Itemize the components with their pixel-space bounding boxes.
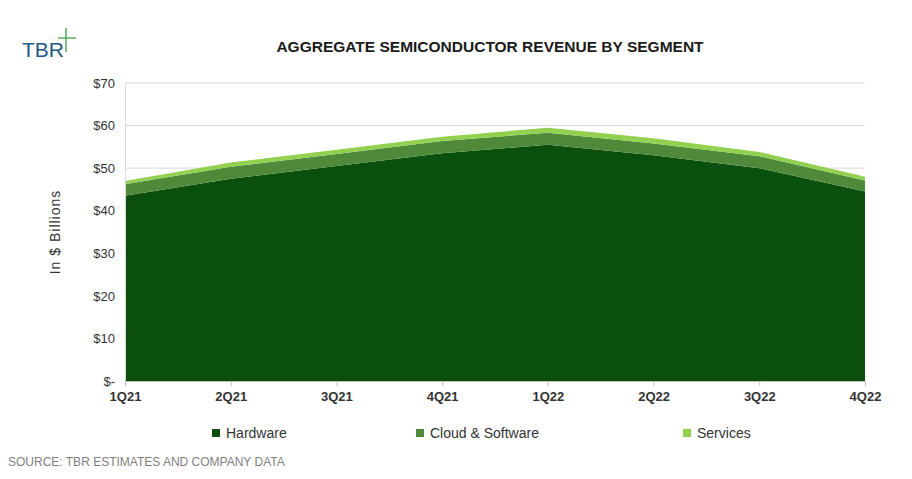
legend-swatch [212,429,220,437]
x-tick-mark [759,381,760,386]
legend: Hardware Cloud & Software Services [212,425,751,441]
y-axis-title: In $ Billions [47,190,63,275]
y-tick-label: $40 [93,203,115,218]
logo-text: TBR [22,38,64,61]
y-tick: $20 [93,289,125,304]
grid-line [125,83,865,84]
logo: TBR [22,28,76,61]
legend-label: Cloud & Software [430,425,539,441]
x-tick-mark [548,381,549,386]
legend-item: Hardware [212,425,287,441]
legend-swatch [416,429,424,437]
y-tick: $- [103,374,125,389]
x-tick-label: 3Q22 [744,389,776,404]
grid-line [125,125,865,126]
y-axis: $- $10 $20 $30 $40 $50 $60 $70 [93,76,125,389]
y-axis-line [125,84,126,382]
x-tick: 3Q22 [744,381,776,404]
x-axis: 1Q21 2Q21 3Q21 4Q21 1Q22 2Q22 3Q22 4Q22 [110,381,882,404]
y-tick-label: $- [103,374,115,389]
x-tick: 3Q21 [321,381,353,404]
legend-label: Hardware [226,425,287,441]
x-tick-mark [125,381,126,386]
grid [125,83,865,381]
x-tick-label: 2Q22 [638,389,670,404]
x-tick-label: 4Q21 [427,389,459,404]
y-tick-label: $50 [93,161,115,176]
x-tick-label: 2Q21 [215,389,247,404]
area-series [125,128,865,185]
y-tick-label: $10 [93,331,115,346]
x-tick-label: 4Q22 [850,389,882,404]
x-tick-mark [865,381,866,386]
source-note: SOURCE: TBR ESTIMATES AND COMPANY DATA [8,455,285,469]
x-tick-label: 3Q21 [321,389,353,404]
legend-item: Services [683,425,751,441]
legend-label: Services [697,425,751,441]
x-tick-label: 1Q21 [110,389,142,404]
legend-item: Cloud & Software [416,425,539,441]
y-tick: $70 [93,76,125,91]
legend-swatch [683,429,691,437]
y-tick-label: $70 [93,76,115,91]
y-tick-label: $30 [93,246,115,261]
y-tick-label: $20 [93,289,115,304]
x-tick-mark [442,381,443,386]
y-tick: $10 [93,331,125,346]
x-tick-label: 1Q22 [532,389,564,404]
x-tick-mark [336,381,337,386]
logo-mark [58,28,76,52]
x-tick: 4Q22 [850,381,882,404]
chart: TBR AGGREGATE SEMICONDUCTOR REVENUE BY SE… [0,0,912,479]
x-tick: 4Q21 [427,381,459,404]
y-tick: $40 [93,203,125,218]
plot-area [125,128,865,381]
y-tick-label: $60 [93,118,115,133]
area-series [125,145,865,381]
x-tick: 2Q22 [638,381,670,404]
x-tick: 1Q21 [110,381,142,404]
title: AGGREGATE SEMICONDUCTOR REVENUE BY SEGME… [276,38,704,55]
x-tick: 1Q22 [532,381,564,404]
x-tick-mark [654,381,655,386]
y-tick: $60 [93,118,125,133]
x-tick-mark [231,381,232,386]
y-tick: $30 [93,246,125,261]
x-tick: 2Q21 [215,381,247,404]
x-axis-line [126,382,866,387]
y-tick: $50 [93,161,125,176]
